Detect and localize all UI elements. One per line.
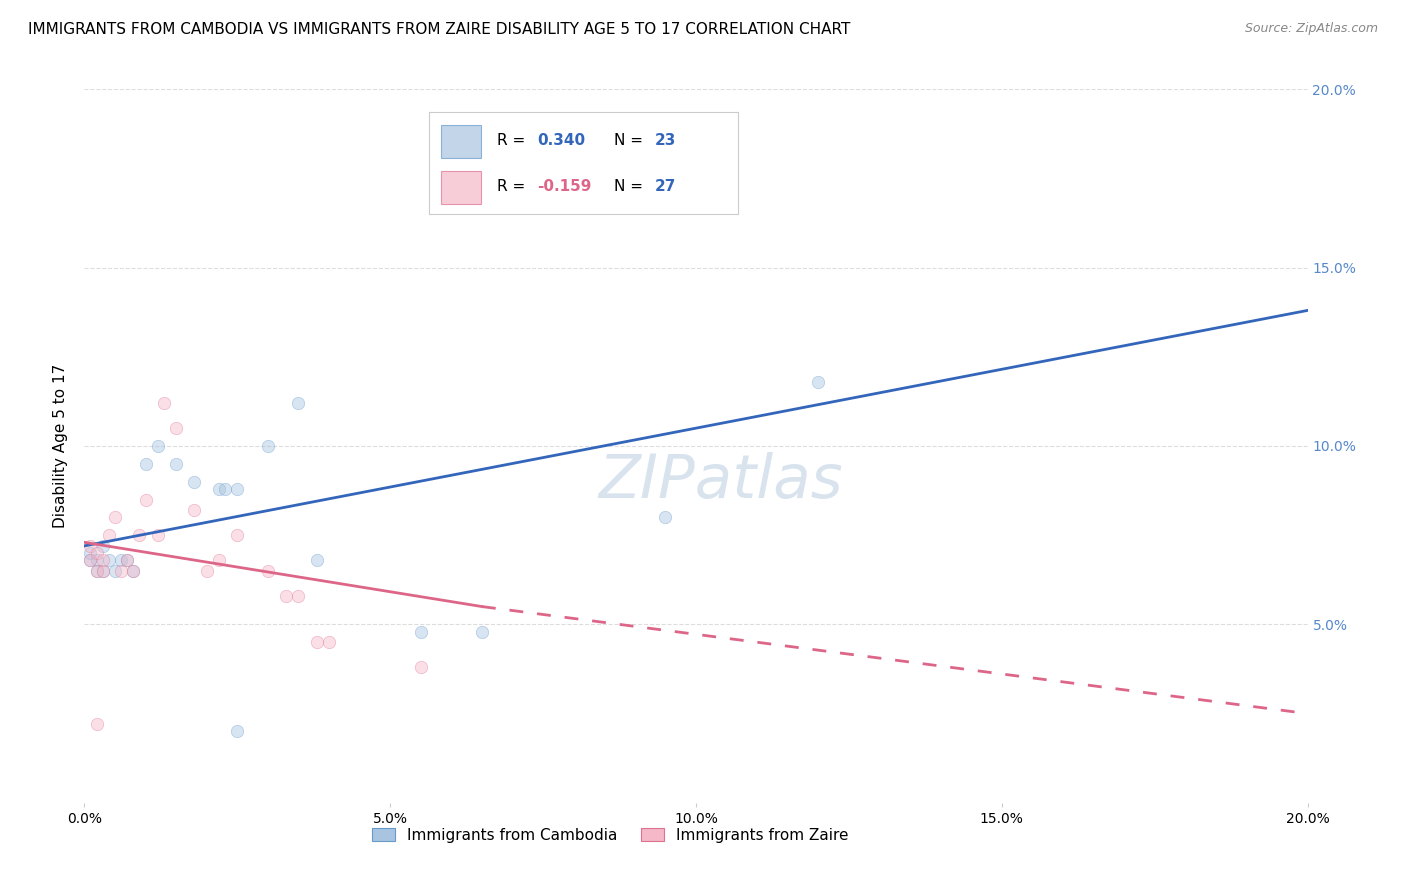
Point — [122, 564, 145, 578]
Point — [91, 564, 114, 578]
Point — [122, 564, 145, 578]
Point — [208, 553, 231, 567]
Text: N =: N = — [614, 179, 648, 194]
Point — [104, 510, 127, 524]
Point — [128, 528, 150, 542]
Point — [86, 553, 108, 567]
Bar — [441, 171, 481, 204]
Point — [115, 553, 138, 567]
Point — [86, 717, 108, 731]
Y-axis label: Disability Age 5 to 17: Disability Age 5 to 17 — [53, 364, 69, 528]
Point — [146, 439, 169, 453]
Point — [287, 589, 309, 603]
Point — [183, 475, 205, 489]
Point — [305, 635, 328, 649]
Text: N =: N = — [614, 133, 648, 148]
Point — [79, 553, 101, 567]
Point — [135, 492, 157, 507]
Point — [79, 553, 101, 567]
Text: ZIPatlas: ZIPatlas — [598, 452, 842, 511]
Text: IMMIGRANTS FROM CAMBODIA VS IMMIGRANTS FROM ZAIRE DISABILITY AGE 5 TO 17 CORRELA: IMMIGRANTS FROM CAMBODIA VS IMMIGRANTS F… — [28, 22, 851, 37]
Point — [318, 635, 340, 649]
Point — [115, 553, 138, 567]
Point — [226, 528, 249, 542]
Point — [104, 564, 127, 578]
Point — [654, 510, 676, 524]
Point — [226, 482, 249, 496]
Point — [86, 564, 108, 578]
Point — [807, 375, 830, 389]
Text: Source: ZipAtlas.com: Source: ZipAtlas.com — [1244, 22, 1378, 36]
Bar — [441, 125, 481, 158]
Point — [409, 660, 432, 674]
Point — [91, 553, 114, 567]
Point — [165, 457, 187, 471]
Point — [110, 553, 132, 567]
Point — [287, 396, 309, 410]
Point — [135, 457, 157, 471]
Point — [146, 528, 169, 542]
Point — [276, 589, 298, 603]
Point — [110, 564, 132, 578]
Text: 23: 23 — [655, 133, 676, 148]
Point — [195, 564, 218, 578]
Text: 0.340: 0.340 — [537, 133, 585, 148]
Point — [153, 396, 176, 410]
Point — [440, 189, 463, 203]
Text: R =: R = — [496, 179, 530, 194]
Point — [86, 546, 108, 560]
Point — [531, 136, 554, 150]
Point — [91, 539, 114, 553]
Legend: Immigrants from Cambodia, Immigrants from Zaire: Immigrants from Cambodia, Immigrants fro… — [366, 822, 855, 848]
Point — [165, 421, 187, 435]
Point — [208, 482, 231, 496]
Point — [97, 528, 120, 542]
Text: -0.159: -0.159 — [537, 179, 592, 194]
Point — [409, 624, 432, 639]
Point — [183, 503, 205, 517]
Point — [79, 546, 101, 560]
Point — [79, 539, 101, 553]
Point — [97, 553, 120, 567]
Point — [257, 439, 280, 453]
Point — [257, 564, 280, 578]
Text: R =: R = — [496, 133, 530, 148]
Text: 27: 27 — [655, 179, 676, 194]
Point — [86, 564, 108, 578]
Point — [226, 724, 249, 739]
Point — [214, 482, 236, 496]
Point — [91, 564, 114, 578]
Point — [305, 553, 328, 567]
Point — [471, 624, 494, 639]
